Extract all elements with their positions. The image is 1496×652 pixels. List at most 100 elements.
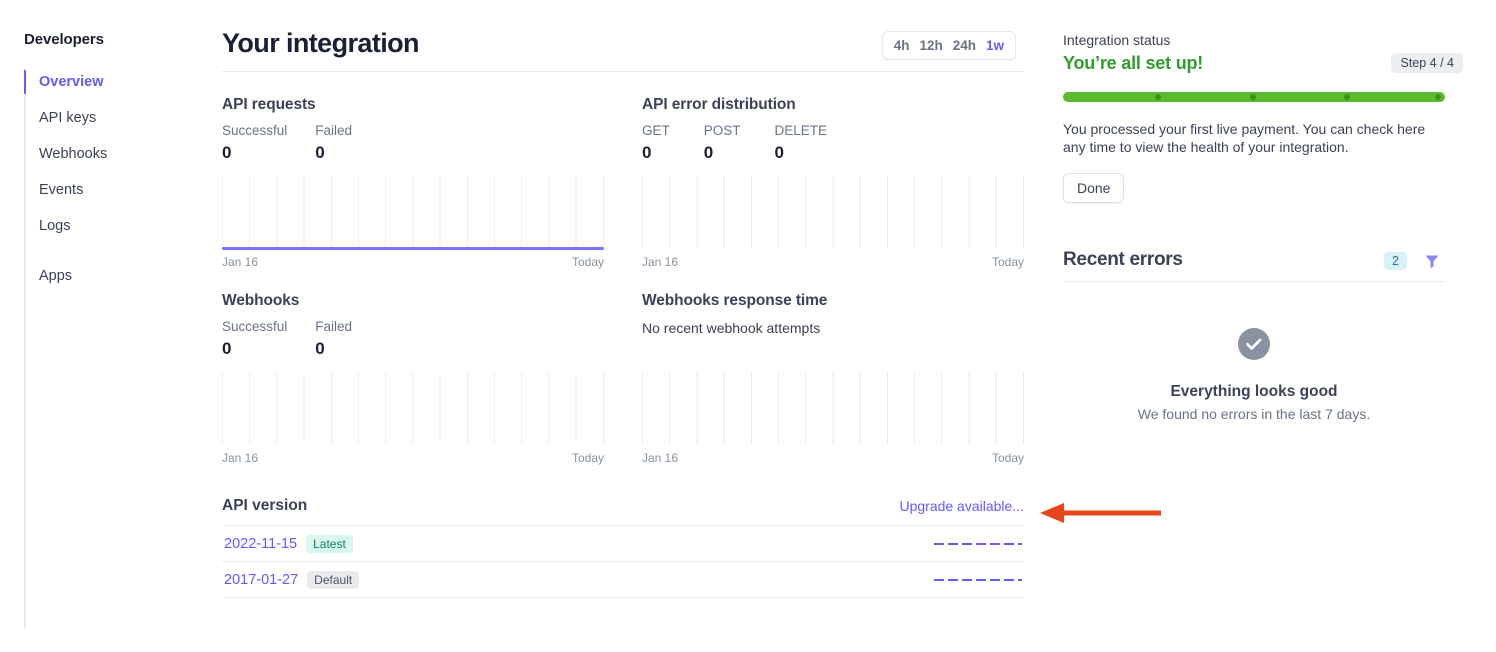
- metric-label: Failed: [315, 123, 353, 138]
- range-option-4h[interactable]: 4h: [893, 38, 910, 53]
- axis-end-label: Today: [991, 451, 1024, 465]
- status-badge: Latest: [306, 534, 353, 553]
- integration-status-description: You processed your first live payment. Y…: [1063, 121, 1426, 155]
- table-row[interactable]: 2022-11-15 Latest: [222, 526, 1024, 562]
- step-badge: Step 4 / 4: [1391, 53, 1463, 73]
- metric-failed: Failed 0: [315, 122, 352, 164]
- recent-errors-empty-state: Everything looks good We found no errors…: [1063, 328, 1445, 422]
- check-circle-icon: [1238, 328, 1270, 360]
- metric-value: 0: [315, 143, 325, 162]
- sidebar-nav: Overview API keys Webhooks Events Logs A…: [24, 68, 204, 628]
- table-row[interactable]: 2017-01-27 Default: [222, 562, 1024, 598]
- metric-label: DELETE: [774, 123, 828, 138]
- sidebar-spacer: [24, 240, 204, 262]
- status-badge: Default: [307, 570, 360, 589]
- sidebar: Developers Overview API keys Webhooks Ev…: [0, 0, 212, 652]
- api-version-title: API version: [222, 496, 308, 514]
- sidebar-item-overview[interactable]: Overview: [24, 68, 204, 96]
- metrics-row: GET 0 POST 0 DELETE 0: [642, 122, 1024, 164]
- metric-delete: DELETE 0: [775, 122, 828, 164]
- version-cell: 2017-01-27 Default: [224, 570, 360, 589]
- recent-errors-title: Recent errors: [1063, 248, 1183, 270]
- metric-value: 0: [774, 143, 784, 162]
- metric-label: GET: [642, 123, 670, 138]
- chart-title: API requests: [222, 96, 316, 113]
- metric-get: GET 0: [642, 122, 670, 164]
- metric-value: 0: [222, 143, 232, 162]
- sidebar-rail: [24, 68, 26, 628]
- right-panel: Integration status You’re all set up! St…: [1063, 0, 1463, 422]
- metric-label: Failed: [315, 319, 353, 334]
- page-title: Your integration: [222, 28, 420, 58]
- metric-failed: Failed 0: [315, 318, 352, 360]
- sidebar-item-webhooks[interactable]: Webhooks: [39, 146, 108, 162]
- chart-axis: Jan 16 Today: [642, 451, 1024, 465]
- error-count-badge[interactable]: 2: [1384, 252, 1407, 270]
- chart-plot-area[interactable]: [642, 176, 1024, 248]
- done-button[interactable]: Done: [1063, 173, 1125, 203]
- axis-start-label: Jan 16: [642, 255, 679, 269]
- metric-label: Successful: [222, 319, 288, 334]
- chart-plot-area[interactable]: [642, 372, 1024, 444]
- upgrade-available-link[interactable]: Upgrade available...: [899, 497, 1024, 514]
- range-option-24h[interactable]: 24h: [952, 38, 976, 53]
- chart-plot-area[interactable]: [222, 176, 604, 250]
- axis-start-label: Jan 16: [222, 255, 259, 269]
- recent-errors-header: Recent errors 2: [1063, 248, 1445, 282]
- chart-axis: Jan 16 Today: [642, 255, 1024, 269]
- metric-label: Successful: [222, 123, 288, 138]
- chart-title: API error distribution: [642, 96, 796, 113]
- chart-axis: Jan 16 Today: [222, 255, 604, 269]
- chart-card-api-requests: API requests Successful 0 Failed 0 Jan 1…: [222, 96, 604, 269]
- axis-end-label: Today: [571, 255, 604, 269]
- placeholder-line: [934, 578, 1022, 581]
- sidebar-item-logs[interactable]: Logs: [39, 218, 71, 234]
- metric-value: 0: [222, 339, 232, 358]
- chart-card-webhooks-response-time: Webhooks response time No recent webhook…: [642, 292, 1024, 465]
- metric-value: 0: [642, 143, 652, 162]
- version-date-link[interactable]: 2017-01-27: [224, 571, 299, 588]
- annotation-arrow-icon: [1038, 500, 1163, 531]
- chart-title: Webhooks: [222, 292, 300, 309]
- chart-card-webhooks: Webhooks Successful 0 Failed 0 Jan 16 To…: [222, 292, 604, 465]
- integration-status-row: You’re all set up! Step 4 / 4: [1063, 53, 1463, 79]
- sidebar-title: Developers: [24, 31, 104, 48]
- version-date-link[interactable]: 2022-11-15: [224, 535, 298, 552]
- axis-start-label: Jan 16: [642, 451, 679, 465]
- progress-bar: [1063, 92, 1445, 102]
- axis-start-label: Jan 16: [222, 451, 259, 465]
- integration-status-label: Integration status: [1063, 32, 1171, 48]
- metric-value: 0: [315, 339, 325, 358]
- range-option-12h[interactable]: 12h: [919, 38, 943, 53]
- sidebar-item-apps[interactable]: Apps: [39, 268, 73, 284]
- placeholder-line: [934, 542, 1022, 545]
- sidebar-item-events[interactable]: Events: [39, 182, 84, 198]
- chart-empty-message: No recent webhook attempts: [642, 320, 821, 336]
- chart-axis: Jan 16 Today: [222, 451, 604, 465]
- chart-title: Webhooks response time: [642, 292, 828, 309]
- chart-card-api-errors: API error distribution GET 0 POST 0 DELE…: [642, 96, 1024, 269]
- range-option-1w[interactable]: 1w: [985, 38, 1004, 53]
- metric-successful: Successful 0: [222, 318, 287, 360]
- metrics-row: Successful 0 Failed 0: [222, 122, 604, 164]
- axis-end-label: Today: [991, 255, 1024, 269]
- version-cell: 2022-11-15 Latest: [224, 534, 353, 553]
- metrics-row: Successful 0 Failed 0: [222, 318, 604, 360]
- integration-status-headline: You’re all set up!: [1063, 53, 1204, 73]
- main-content: Your integration 4h 12h 24h 1w API reque…: [222, 0, 1032, 598]
- progress-dot: [1155, 94, 1161, 100]
- progress-dot: [1435, 94, 1441, 100]
- metric-value: 0: [703, 143, 714, 162]
- metric-post: POST 0: [704, 122, 741, 164]
- axis-end-label: Today: [571, 451, 604, 465]
- filter-icon[interactable]: [1423, 252, 1441, 275]
- time-range-selector[interactable]: 4h 12h 24h 1w: [881, 31, 1016, 60]
- empty-state-title: Everything looks good: [1170, 383, 1338, 400]
- chart-plot-area[interactable]: [222, 372, 604, 444]
- api-version-section: API version Upgrade available... 2022-11…: [222, 490, 1024, 598]
- metric-successful: Successful 0: [222, 122, 287, 164]
- api-version-header: API version Upgrade available...: [222, 490, 1024, 526]
- metric-label: POST: [703, 123, 741, 138]
- sidebar-item-api-keys[interactable]: API keys: [39, 110, 97, 126]
- progress-dot: [1250, 94, 1256, 100]
